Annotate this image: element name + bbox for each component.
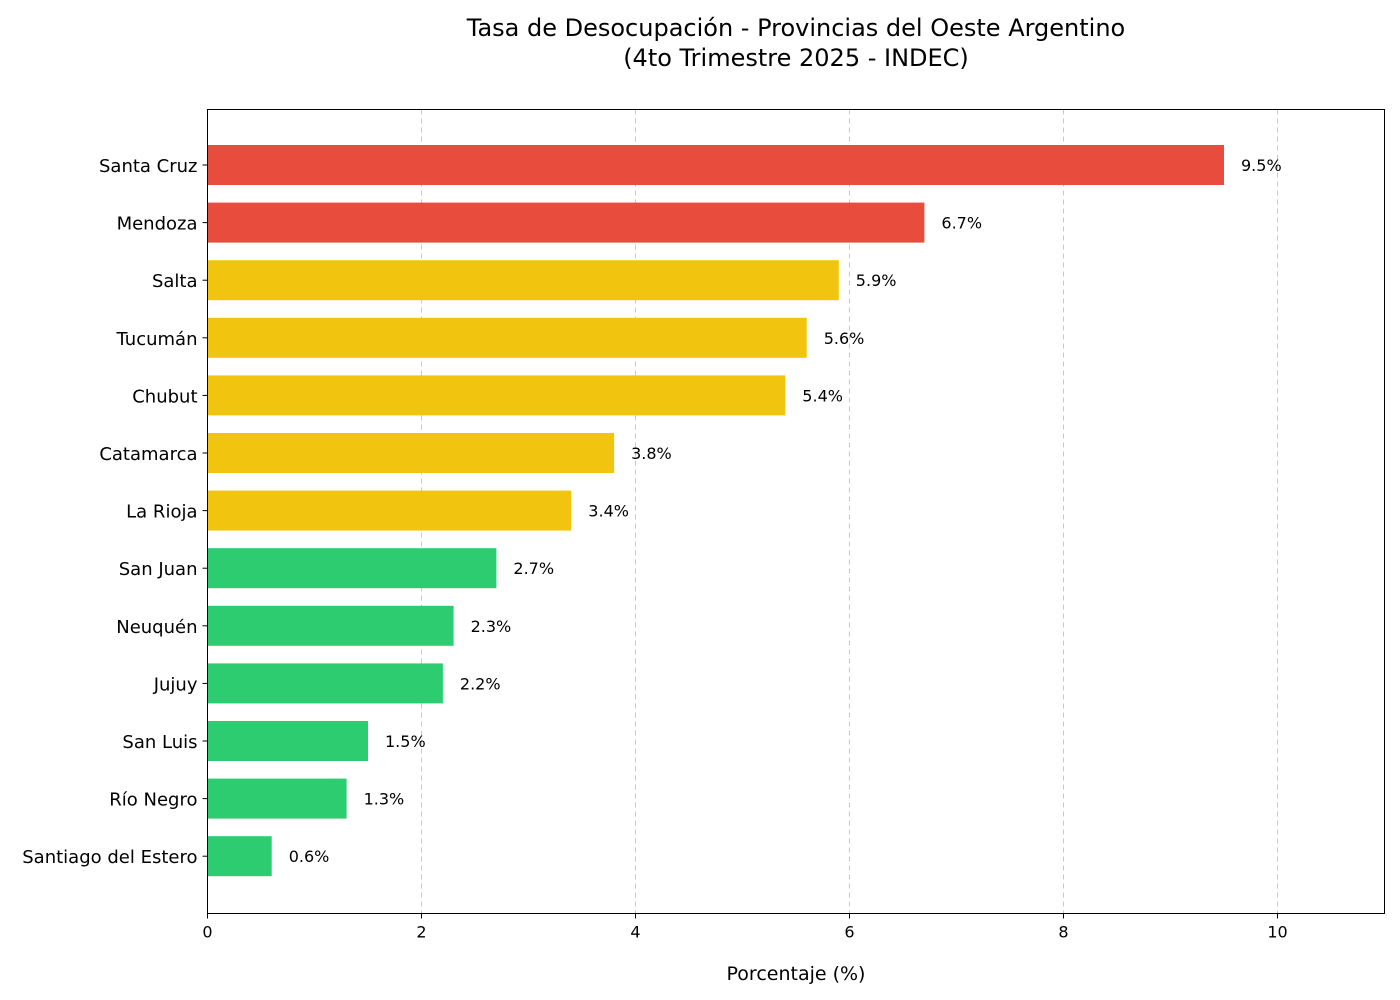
x-ticks: 0 2 4 6 8 10 [202,913,1288,942]
bar [207,202,925,243]
bar [207,548,497,589]
bar [207,836,272,877]
value-label: 2.3% [471,617,512,636]
category-label: Santiago del Estero [22,847,197,868]
bar [207,605,454,646]
bar [207,260,839,301]
category-label: Santa Cruz [99,156,198,177]
plot-frame [207,109,1385,914]
value-label: 2.7% [513,559,554,578]
x-tick-label: 6 [844,923,854,942]
value-label: 3.4% [588,502,629,521]
value-label: 5.9% [856,271,897,290]
value-label: 1.3% [364,790,405,809]
value-label: 0.6% [289,847,330,866]
category-label: Mendoza [117,214,198,235]
value-label: 5.4% [802,386,843,405]
x-tick-label: 8 [1058,923,1068,942]
chart-title-line-1: Tasa de Desocupación - Provincias del Oe… [466,14,1126,42]
bar [207,145,1224,185]
category-label: San Luis [122,732,197,753]
bar [207,317,807,358]
bar [207,778,347,819]
value-label: 1.5% [385,732,426,751]
x-tick-label: 0 [202,923,212,942]
category-label: Chubut [132,386,197,407]
value-label: 3.8% [631,444,672,463]
gridlines [421,109,1278,914]
x-tick-label: 4 [630,923,640,942]
bar [207,663,443,704]
value-label: 9.5% [1241,156,1282,175]
labels: Santa Cruz 9.5% Mendoza 6.7% Salta 5.9% Tucumá… [22,156,1281,868]
chart-title-line-2: (4to Trimestre 2025 - INDEC) [623,44,969,72]
category-label: La Rioja [126,502,197,523]
x-tick-label: 10 [1267,923,1287,942]
category-label: Jujuy [153,674,198,695]
category-label: San Juan [119,559,198,580]
category-label: Río Negro [109,790,197,811]
category-label: Tucumán [116,329,198,350]
bars [207,145,1224,877]
category-label: Catamarca [99,444,197,465]
bar [207,433,615,473]
value-label: 2.2% [460,674,501,693]
bar [207,721,368,761]
x-axis-label: Porcentaje (%) [727,963,866,985]
bar [207,490,572,531]
bar [207,375,786,416]
x-tick-label: 2 [416,923,426,942]
category-label: Salta [152,271,198,292]
value-label: 5.6% [824,329,865,348]
value-label: 6.7% [941,214,982,233]
category-label: Neuquén [116,617,197,638]
